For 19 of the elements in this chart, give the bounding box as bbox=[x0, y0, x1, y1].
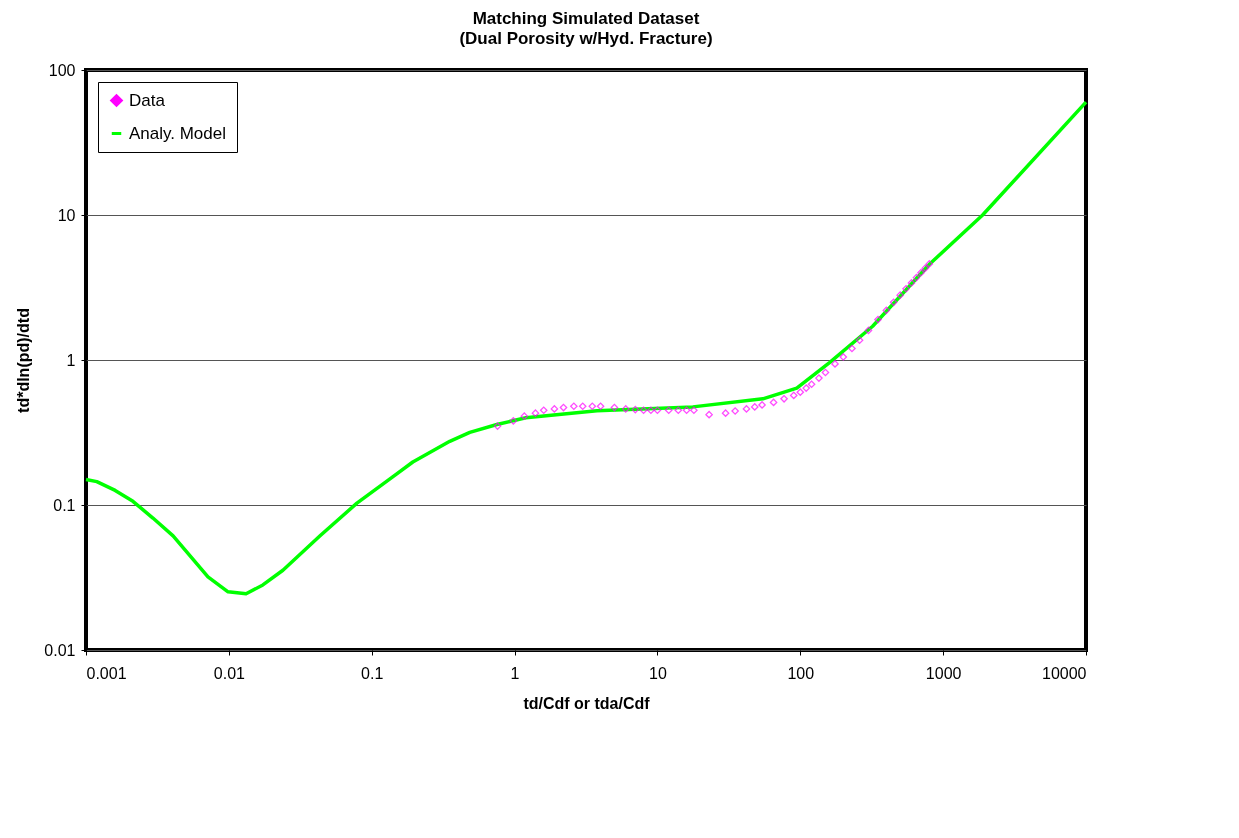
y-tick-label: 10 bbox=[57, 206, 76, 224]
x-tick-label: 0.001 bbox=[86, 664, 127, 682]
y-tick-label: 100 bbox=[48, 61, 76, 79]
y-tick-label: 1 bbox=[66, 351, 76, 369]
x-tick-label: 0.01 bbox=[213, 664, 246, 682]
chart-subtitle: (Dual Porosity w/Hyd. Fracture) bbox=[459, 29, 713, 48]
x-tick-label: 10 bbox=[649, 664, 667, 682]
y-tick-label: 0.01 bbox=[44, 641, 76, 659]
x-tick-label: 0.1 bbox=[361, 664, 384, 682]
legend-label: Data bbox=[129, 90, 166, 110]
y-axis-title: td*dln(pd)/dtd bbox=[15, 308, 33, 413]
legend-label: Analy. Model bbox=[129, 123, 227, 143]
x-tick-label: 100 bbox=[787, 664, 815, 682]
x-tick-label: 1 bbox=[510, 664, 520, 682]
x-axis-title: td/Cdf or tda/Cdf bbox=[523, 694, 651, 712]
chart-title: Matching Simulated Dataset bbox=[472, 9, 700, 28]
x-tick-label: 1000 bbox=[925, 664, 962, 682]
y-tick-label: 0.1 bbox=[53, 496, 76, 514]
x-tick-label: 10000 bbox=[1042, 664, 1087, 682]
